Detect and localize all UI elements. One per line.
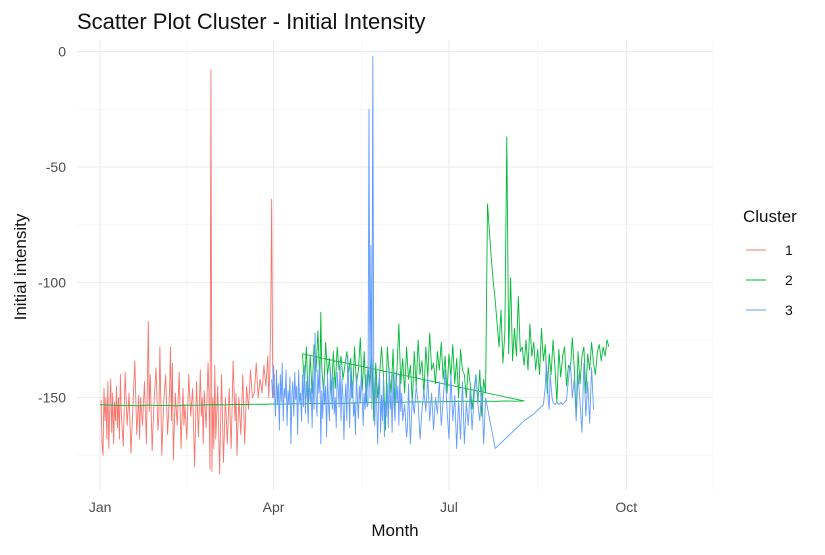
y-axis-title: Initial intensity [11, 213, 30, 320]
y-tick-label: -150 [38, 390, 66, 406]
x-axis-ticks: Jan Apr Jul Oct [89, 499, 637, 515]
chart-title: Scatter Plot Cluster - Initial Intensity [77, 9, 425, 34]
legend-label-1: 1 [785, 242, 793, 258]
y-tick-label: -100 [38, 274, 66, 290]
x-tick-label: Jan [89, 499, 112, 515]
legend: Cluster 1 2 3 [743, 207, 797, 318]
y-axis-ticks: 0 -50 -100 -150 [38, 44, 66, 406]
legend-title: Cluster [743, 207, 797, 226]
series-group [100, 55, 610, 475]
series-line-3 [271, 55, 594, 449]
gridlines [77, 40, 714, 490]
legend-label-2: 2 [785, 272, 793, 288]
legend-label-3: 3 [785, 302, 793, 318]
series-line-1 [100, 69, 275, 475]
series-line-2 [100, 136, 610, 431]
x-tick-label: Oct [615, 499, 637, 515]
x-axis-title: Month [371, 521, 418, 540]
y-tick-label: -50 [46, 159, 66, 175]
x-tick-label: Apr [263, 499, 285, 515]
y-tick-label: 0 [58, 44, 66, 60]
x-tick-label: Jul [440, 499, 458, 515]
